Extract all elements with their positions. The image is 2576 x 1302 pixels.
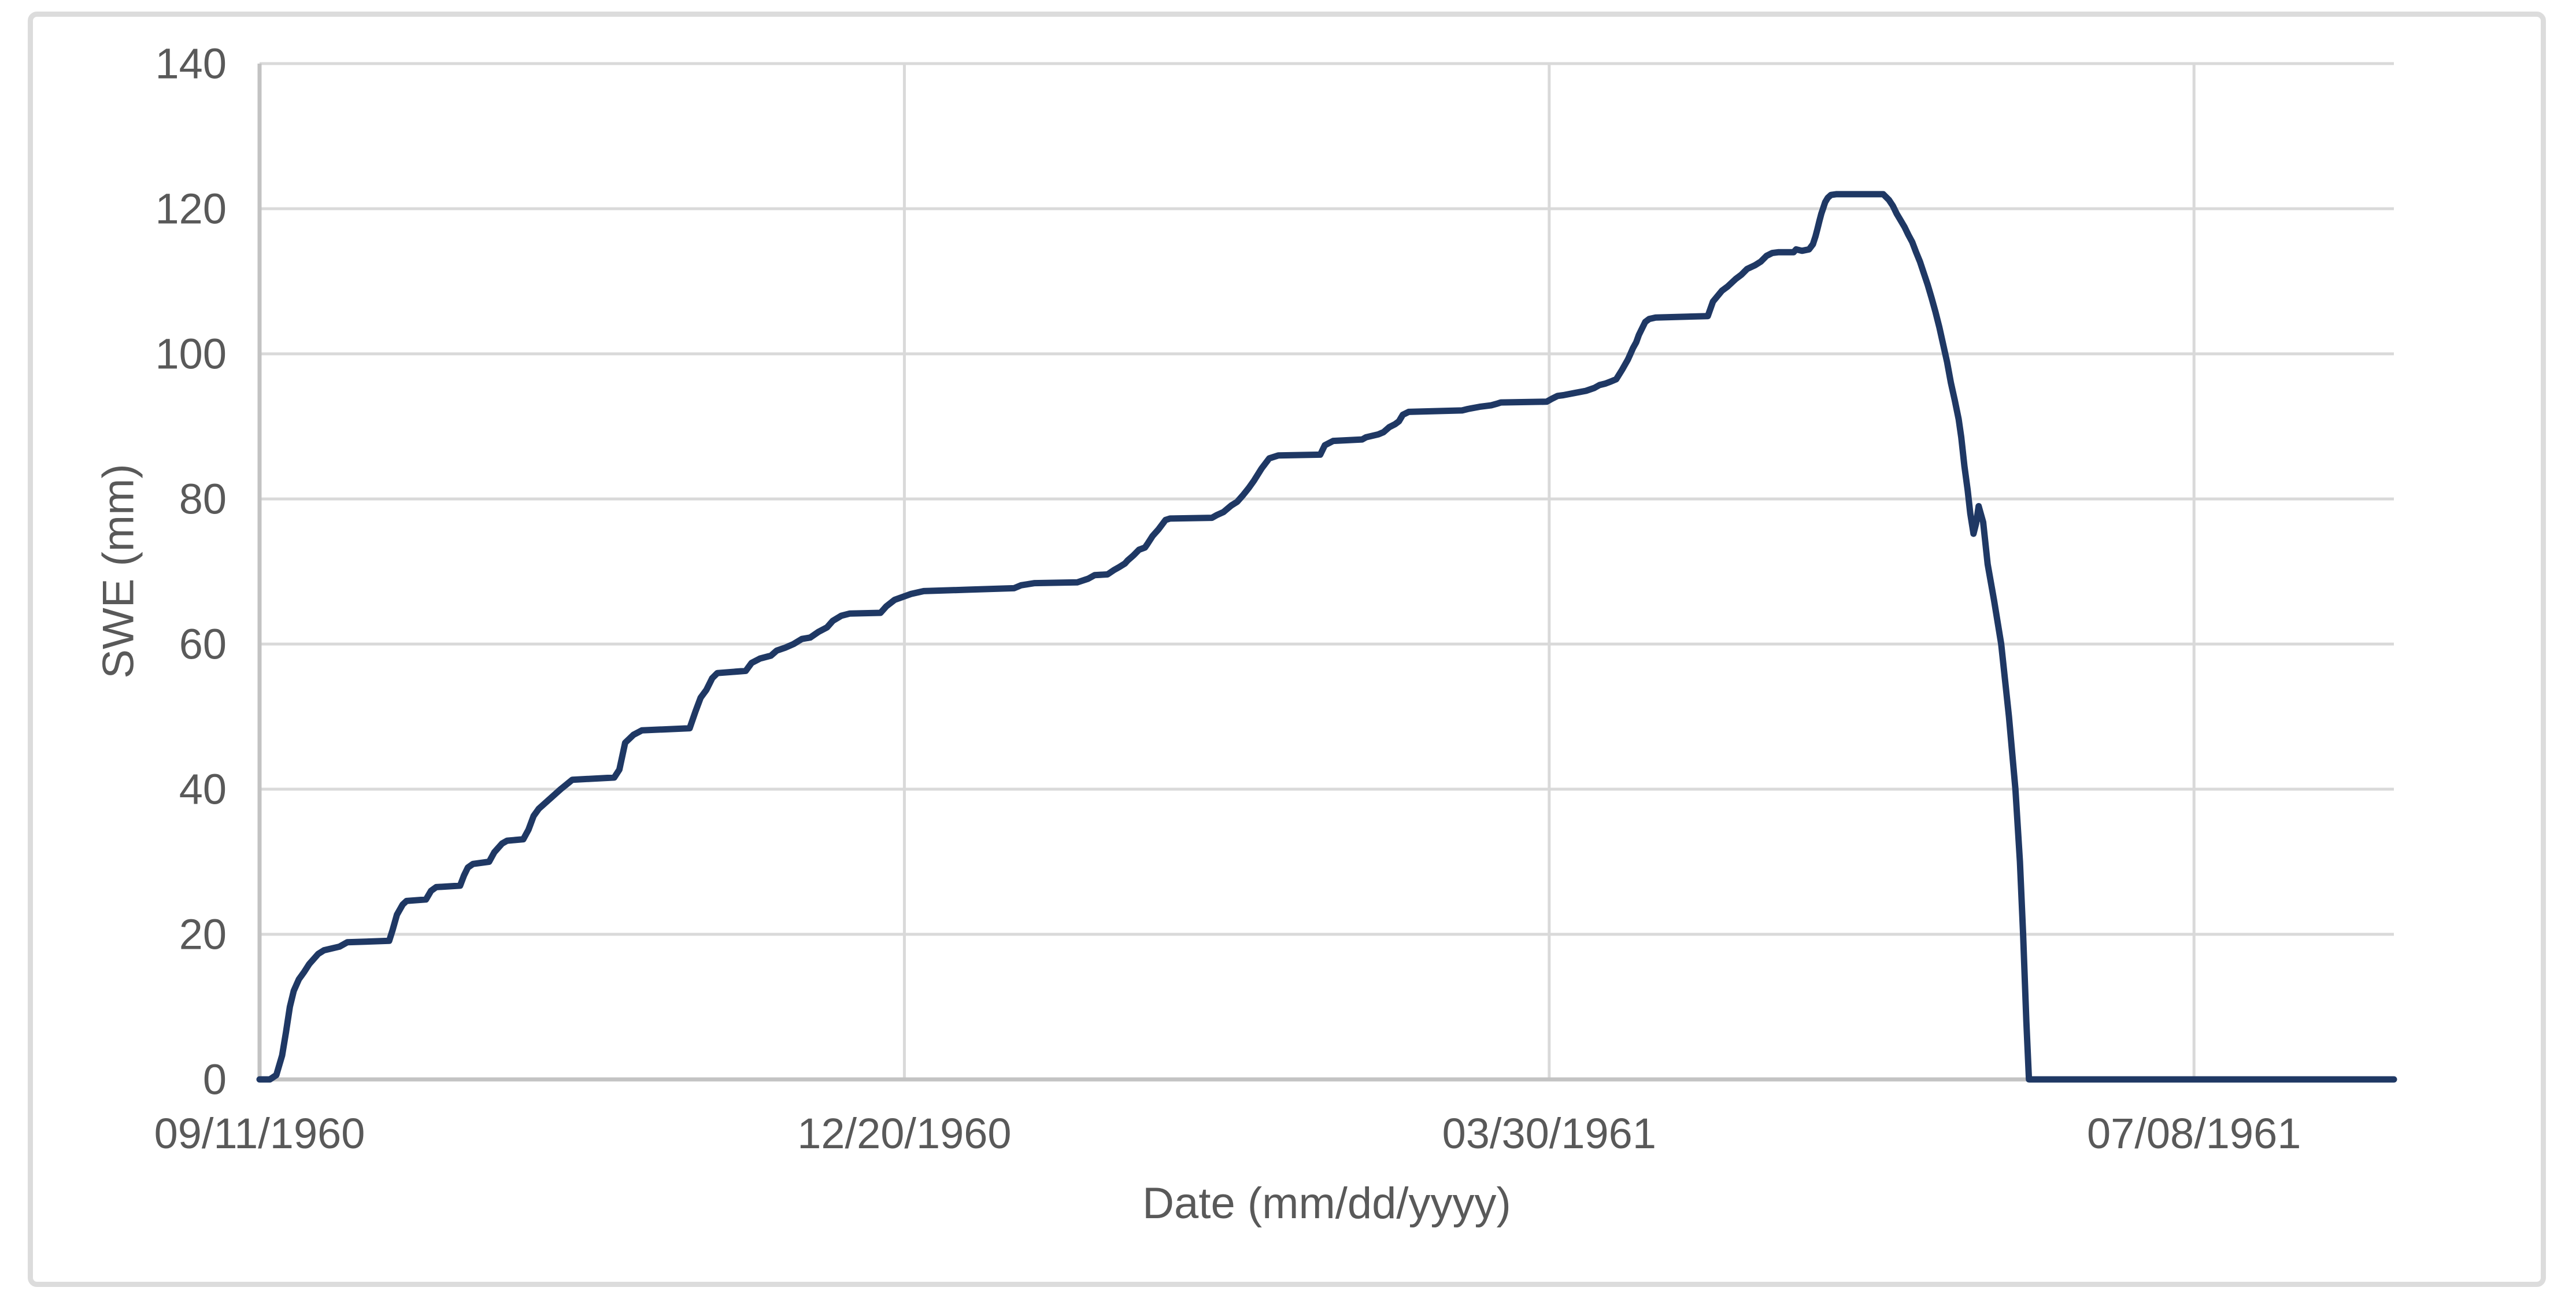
swe-line bbox=[256, 191, 2397, 1083]
y-tick-label: 80 bbox=[179, 475, 227, 523]
y-tick-label: 120 bbox=[155, 184, 227, 233]
x-axis-title: Date (mm/dd/yyyy) bbox=[1142, 1179, 1511, 1228]
x-tick-label: 03/30/1961 bbox=[1442, 1109, 1656, 1157]
y-tick-label: 0 bbox=[202, 1055, 227, 1104]
y-tick-label: 140 bbox=[155, 39, 227, 88]
chart-outer-border bbox=[28, 12, 2546, 1287]
x-tick-label: 12/20/1960 bbox=[797, 1109, 1012, 1157]
x-tick-label: 07/08/1961 bbox=[2087, 1109, 2301, 1157]
y-tick-label: 60 bbox=[179, 620, 227, 668]
y-tick-label: 20 bbox=[179, 910, 227, 959]
x-tick-label: 09/11/1960 bbox=[154, 1109, 365, 1157]
y-tick-label: 40 bbox=[179, 765, 227, 813]
y-tick-label: 100 bbox=[155, 330, 227, 378]
